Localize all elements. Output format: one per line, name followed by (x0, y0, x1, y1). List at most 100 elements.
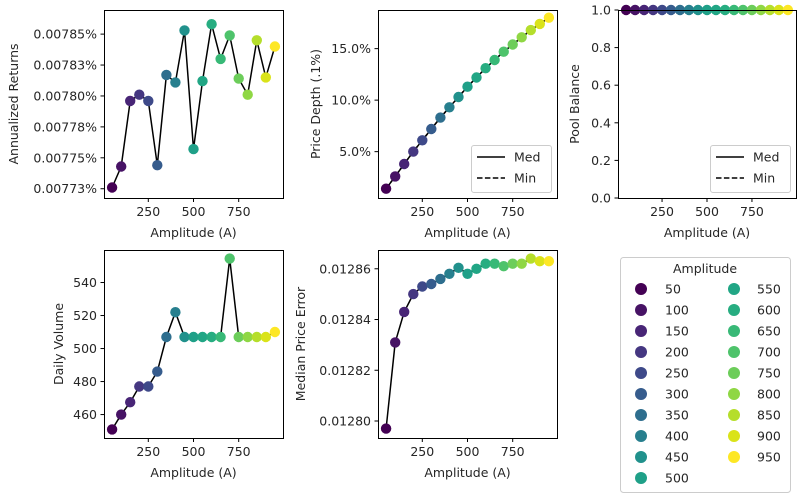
legend-label: 600 (757, 303, 781, 318)
legend-label: 850 (757, 408, 781, 423)
amplitude-legend-frame (620, 257, 791, 493)
data-point (242, 331, 253, 343)
data-point (106, 182, 118, 193)
legend-entry: 700 (728, 345, 781, 360)
data-point (206, 19, 217, 30)
data-point (444, 268, 455, 279)
x-tick-label: 250 (136, 444, 160, 459)
plot-area (380, 12, 555, 194)
data-point (543, 12, 555, 23)
y-tick-label: 0.00785% (33, 27, 97, 42)
data-point (489, 54, 500, 66)
data-point (152, 366, 163, 377)
chart-panel-3: 250 500 750 0.0 0.2 0.4 0.6 0.8 1.0 Amplitude (A)… (567, 3, 797, 240)
legend-entry: 350 (635, 408, 689, 423)
data-point (134, 89, 145, 100)
y-tick-label: 0.2 (591, 153, 611, 168)
x-tick-label: 500 (695, 204, 719, 219)
data-point (390, 171, 401, 182)
data-point (116, 409, 127, 420)
y-tick-label: 15.0% (331, 41, 371, 56)
data-point (170, 77, 181, 88)
legend-entry: 750 (728, 366, 781, 381)
x-tick-label: 500 (456, 204, 480, 219)
data-point (417, 281, 428, 292)
data-point (426, 123, 437, 135)
data-point (408, 146, 419, 157)
legend-label: 550 (757, 282, 781, 297)
legend-entry: 900 (728, 429, 781, 444)
y-tick-label: 540 (73, 275, 97, 290)
data-point (498, 46, 509, 57)
data-point (188, 143, 199, 155)
legend-marker (728, 430, 740, 442)
data-point (471, 72, 482, 83)
legend-marker (728, 367, 740, 379)
legend-label: 800 (757, 387, 781, 402)
legend-label: 200 (665, 345, 689, 360)
y-tick-label: 0.6 (591, 78, 611, 93)
data-point (206, 331, 217, 343)
amplitude-legend: Amplitude 50 100 150 200 250 300 350 400 450 500 5… (620, 257, 791, 493)
legend-marker (728, 451, 740, 463)
data-point (444, 102, 455, 113)
data-point (152, 160, 163, 171)
x-tick-label: 250 (136, 204, 160, 219)
y-tick-label: 0.01282 (319, 363, 371, 378)
y-tick-label: 0.01284 (319, 312, 371, 327)
legend-entry: 800 (728, 387, 781, 402)
data-point (224, 30, 235, 41)
data-point (143, 95, 154, 107)
data-point (435, 273, 446, 285)
data-point (453, 91, 464, 103)
legend-entry: 50 (635, 282, 681, 297)
y-tick-label: 520 (73, 308, 97, 323)
data-point (215, 331, 226, 343)
data-point (269, 326, 281, 338)
legend-min-label: Min (753, 171, 775, 186)
data-point (224, 253, 235, 264)
data-point (260, 331, 271, 343)
legend-entry: 200 (635, 345, 689, 360)
legend-entry: 550 (728, 282, 781, 297)
x-axis-label: Amplitude (A) (664, 225, 750, 240)
chart-panel-5: 250 500 750 0.01280 0.01282 0.01284 0.01286 Amp… (293, 250, 558, 480)
legend-marker (728, 388, 740, 400)
legend-entry: 400 (635, 429, 689, 444)
x-tick-label: 750 (740, 204, 764, 219)
x-tick-label: 750 (227, 204, 251, 219)
legend-marker (635, 451, 647, 463)
data-point (417, 135, 428, 146)
y-axis-label: Annualized Returns (6, 43, 21, 164)
data-point (116, 161, 127, 172)
y-tick-label: 0.00778% (33, 119, 97, 134)
legend-entry: 150 (635, 324, 689, 339)
data-point (161, 331, 172, 343)
legend-marker (635, 367, 647, 379)
data-point (516, 32, 527, 43)
y-axis-label: Price Depth (.1%) (308, 49, 323, 159)
data-point (534, 256, 545, 267)
x-axis-label: Amplitude (A) (150, 225, 236, 240)
data-point (197, 331, 208, 343)
y-tick-label: 480 (73, 374, 97, 389)
plot-area (380, 253, 555, 434)
y-tick-label: 0.00780% (33, 88, 97, 103)
data-point (134, 381, 145, 392)
data-point (489, 258, 500, 269)
data-point (399, 306, 410, 318)
data-point (435, 112, 446, 123)
data-point (525, 24, 536, 36)
data-point (143, 381, 154, 392)
legend-med-label: Med (514, 150, 540, 165)
data-point (498, 261, 509, 272)
legend-marker (635, 430, 647, 442)
x-axis-label: Amplitude (A) (424, 225, 510, 240)
legend-label: 100 (665, 303, 689, 318)
legend-marker (728, 346, 740, 358)
legend-label: 900 (757, 429, 781, 444)
legend-entry: 100 (635, 303, 689, 318)
y-tick-label: 0.01280 (319, 414, 371, 429)
data-point (106, 424, 118, 435)
data-point (390, 337, 401, 348)
